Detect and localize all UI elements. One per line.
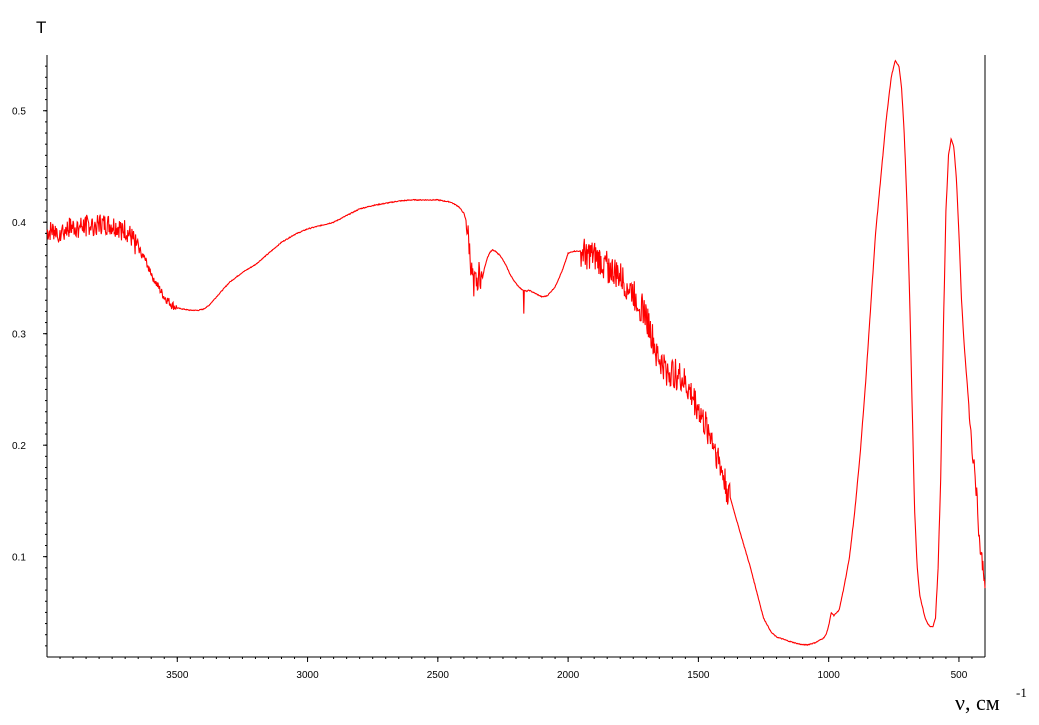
y-tick-label: 0.4 (12, 218, 26, 229)
y-tick-label: 0.1 (12, 553, 26, 564)
y-tick-labels: 0.1 0.2 0.3 0.4 0.5 (12, 107, 47, 564)
x-tick-label: 1500 (687, 670, 710, 681)
x-tick-label: 1000 (818, 670, 841, 681)
spectrum-line (46, 59, 986, 647)
x-axis-label-superscript: -1 (1016, 685, 1027, 700)
x-axis-label: ν, см (955, 690, 1000, 715)
y-axis-label: T (36, 18, 46, 37)
axes (46, 55, 986, 658)
x-tick-label: 500 (951, 670, 968, 681)
y-tick-label: 0.3 (12, 330, 26, 341)
x-tick-label: 3000 (296, 670, 319, 681)
x-minor-ticks (59, 657, 973, 659)
y-tick-label: 0.5 (12, 107, 26, 118)
x-tick-label: 2500 (427, 670, 450, 681)
x-tick-labels: 3500 3000 2500 2000 1500 1000 500 (166, 657, 968, 681)
y-tick-label: 0.2 (12, 441, 26, 452)
x-tick-label: 2000 (557, 670, 580, 681)
x-tick-label: 3500 (166, 670, 189, 681)
